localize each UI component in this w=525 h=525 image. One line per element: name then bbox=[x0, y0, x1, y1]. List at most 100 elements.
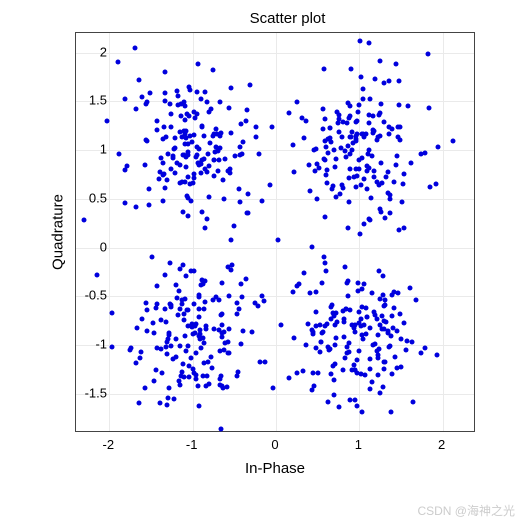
scatter-point bbox=[186, 150, 191, 155]
scatter-point bbox=[419, 350, 424, 355]
scatter-point bbox=[386, 79, 391, 84]
scatter-point bbox=[291, 289, 296, 294]
scatter-point bbox=[303, 343, 308, 348]
scatter-point bbox=[347, 176, 352, 181]
scatter-point bbox=[362, 282, 367, 287]
scatter-point bbox=[227, 350, 232, 355]
scatter-point bbox=[413, 298, 418, 303]
scatter-point bbox=[259, 199, 264, 204]
scatter-point bbox=[177, 343, 182, 348]
scatter-point bbox=[183, 104, 188, 109]
grid-line-horizontal bbox=[76, 150, 474, 151]
scatter-point bbox=[395, 154, 400, 159]
scatter-point bbox=[181, 362, 186, 367]
scatter-point bbox=[386, 169, 391, 174]
scatter-point bbox=[154, 127, 159, 132]
scatter-point bbox=[361, 97, 366, 102]
scatter-point bbox=[295, 284, 300, 289]
scatter-point bbox=[383, 174, 388, 179]
scatter-point bbox=[294, 100, 299, 105]
scatter-point bbox=[406, 103, 411, 108]
scatter-point bbox=[140, 316, 145, 321]
scatter-point bbox=[134, 361, 139, 366]
scatter-point bbox=[208, 354, 213, 359]
scatter-point bbox=[349, 129, 354, 134]
scatter-point bbox=[200, 124, 205, 129]
scatter-point bbox=[191, 371, 196, 376]
scatter-point bbox=[343, 306, 348, 311]
scatter-point bbox=[162, 99, 167, 104]
scatter-point bbox=[261, 298, 266, 303]
scatter-point bbox=[194, 144, 199, 149]
scatter-point bbox=[391, 180, 396, 185]
scatter-point bbox=[358, 39, 363, 44]
scatter-point bbox=[154, 367, 159, 372]
scatter-point bbox=[168, 344, 173, 349]
scatter-point bbox=[222, 197, 227, 202]
scatter-point bbox=[202, 307, 207, 312]
scatter-point bbox=[394, 365, 399, 370]
scatter-point bbox=[396, 102, 401, 107]
scatter-point bbox=[161, 124, 166, 129]
scatter-point bbox=[253, 135, 258, 140]
scatter-point bbox=[302, 271, 307, 276]
scatter-point bbox=[166, 331, 171, 336]
scatter-point bbox=[192, 171, 197, 176]
scatter-point bbox=[330, 303, 335, 308]
scatter-point bbox=[198, 331, 203, 336]
scatter-point bbox=[122, 96, 127, 101]
scatter-point bbox=[332, 342, 337, 347]
scatter-point bbox=[203, 384, 208, 389]
scatter-point bbox=[240, 152, 245, 157]
scatter-point bbox=[186, 307, 191, 312]
scatter-point bbox=[162, 69, 167, 74]
scatter-point bbox=[354, 404, 359, 409]
grid-line-vertical bbox=[443, 33, 444, 431]
scatter-point bbox=[145, 138, 150, 143]
scatter-point bbox=[166, 396, 171, 401]
scatter-point bbox=[163, 320, 168, 325]
scatter-point bbox=[377, 268, 382, 273]
scatter-point bbox=[145, 307, 150, 312]
scatter-point bbox=[367, 120, 372, 125]
scatter-point bbox=[310, 332, 315, 337]
scatter-point bbox=[372, 76, 377, 81]
scatter-point bbox=[389, 127, 394, 132]
scatter-point bbox=[207, 195, 212, 200]
scatter-point bbox=[367, 97, 372, 102]
scatter-point bbox=[346, 115, 351, 120]
scatter-point bbox=[319, 330, 324, 335]
y-tick-label: 0 bbox=[100, 239, 107, 254]
scatter-point bbox=[340, 134, 345, 139]
scatter-point bbox=[371, 130, 376, 135]
scatter-point bbox=[208, 107, 213, 112]
scatter-point bbox=[219, 131, 224, 136]
scatter-point bbox=[200, 374, 205, 379]
scatter-point bbox=[317, 323, 322, 328]
scatter-point bbox=[370, 291, 375, 296]
scatter-point bbox=[367, 113, 372, 118]
scatter-point bbox=[160, 161, 165, 166]
scatter-point bbox=[387, 210, 392, 215]
scatter-point bbox=[383, 298, 388, 303]
scatter-point bbox=[162, 273, 167, 278]
scatter-point bbox=[187, 375, 192, 380]
scatter-point bbox=[435, 353, 440, 358]
scatter-point bbox=[237, 306, 242, 311]
scatter-point bbox=[227, 326, 232, 331]
scatter-point bbox=[323, 172, 328, 177]
scatter-point bbox=[183, 273, 188, 278]
scatter-point bbox=[179, 298, 184, 303]
scatter-point bbox=[159, 156, 164, 161]
scatter-point bbox=[381, 359, 386, 364]
scatter-point bbox=[134, 204, 139, 209]
scatter-point bbox=[202, 361, 207, 366]
scatter-point bbox=[325, 150, 330, 155]
scatter-point bbox=[322, 116, 327, 121]
scatter-point bbox=[321, 157, 326, 162]
scatter-point bbox=[191, 301, 196, 306]
scatter-point bbox=[372, 168, 377, 173]
scatter-point bbox=[110, 345, 115, 350]
scatter-point bbox=[233, 153, 238, 158]
scatter-point bbox=[189, 356, 194, 361]
